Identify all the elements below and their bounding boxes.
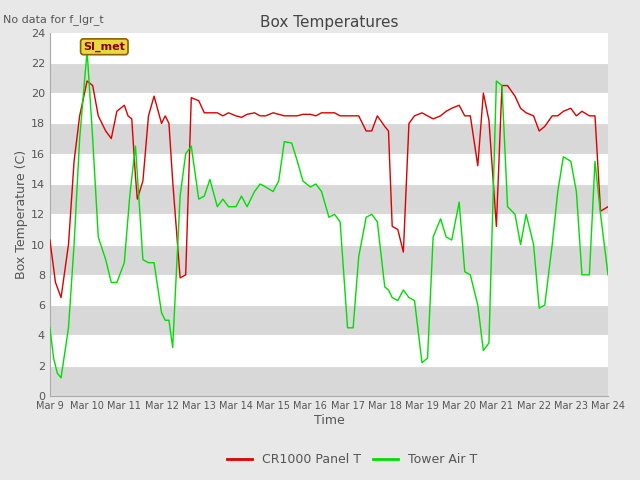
Bar <box>50 123 608 154</box>
Bar <box>50 184 608 214</box>
Legend: CR1000 Panel T, Tower Air T: CR1000 Panel T, Tower Air T <box>221 448 483 471</box>
Y-axis label: Box Temperature (C): Box Temperature (C) <box>15 150 28 279</box>
Title: Box Temperatures: Box Temperatures <box>260 15 398 30</box>
X-axis label: Time: Time <box>314 414 344 427</box>
Text: SI_met: SI_met <box>83 42 125 52</box>
Bar <box>50 305 608 336</box>
Bar <box>50 244 608 275</box>
Bar <box>50 63 608 93</box>
Text: No data for f_lgr_t: No data for f_lgr_t <box>3 14 104 25</box>
Bar <box>50 366 608 396</box>
